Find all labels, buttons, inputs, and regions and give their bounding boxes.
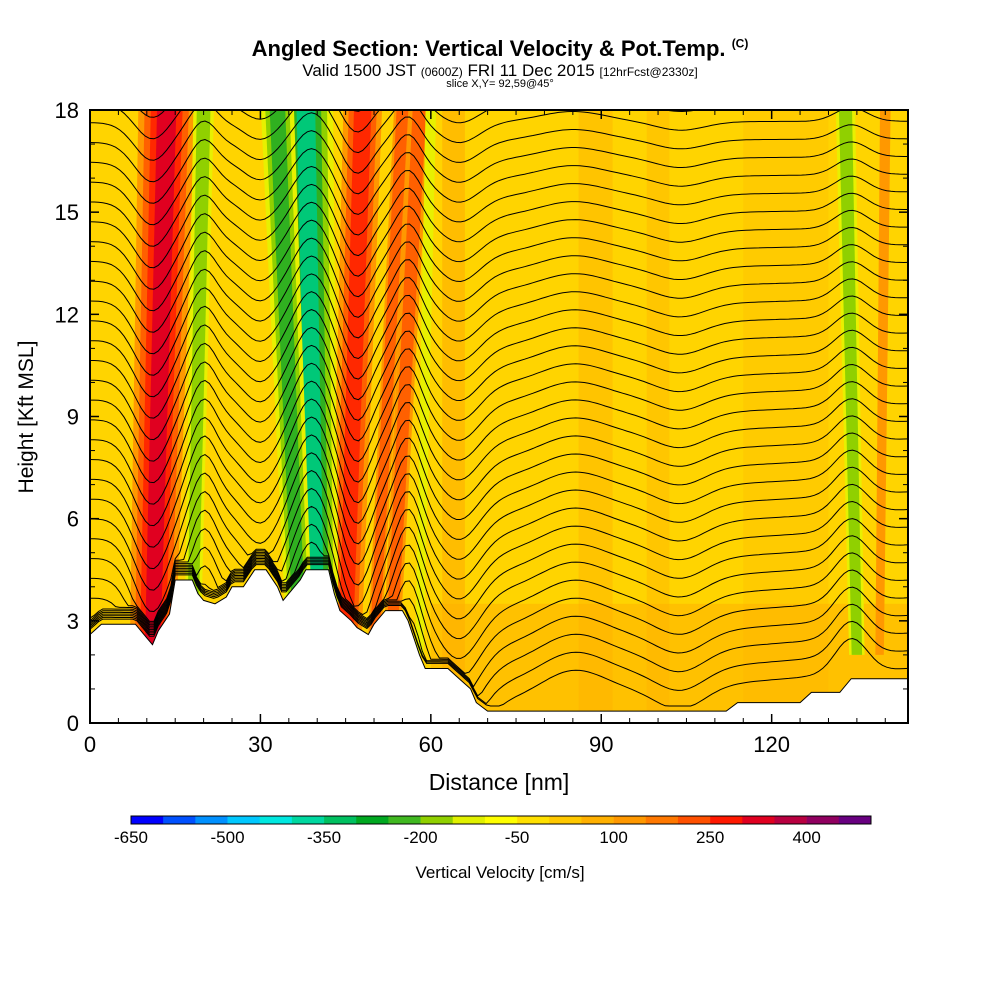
isentrope-line bbox=[90, 110, 908, 161]
downdraft-band bbox=[186, 110, 211, 655]
terrain-mask bbox=[90, 569, 908, 723]
isentrope-line bbox=[90, 535, 908, 640]
colorbar-swatch bbox=[324, 816, 357, 824]
colorbar-swatch bbox=[195, 816, 228, 824]
colorbar-swatch bbox=[549, 816, 582, 824]
isentrope-line bbox=[90, 564, 908, 707]
y-tick-label: 6 bbox=[67, 507, 79, 532]
isentrope-line bbox=[90, 466, 908, 613]
isentrope-line bbox=[90, 558, 908, 674]
isentrope-line bbox=[90, 552, 908, 659]
isentrope-line bbox=[90, 432, 908, 570]
chart-subtitle: Valid 1500 JST (0600Z) FRI 11 Dec 2015 [… bbox=[302, 61, 698, 80]
colorbar-swatch bbox=[227, 816, 260, 824]
colorbar-swatch bbox=[613, 816, 647, 824]
isentrope-line bbox=[90, 562, 908, 705]
isentrope-line bbox=[90, 398, 908, 527]
colorbar-label: Vertical Velocity [cm/s] bbox=[415, 863, 585, 882]
isentrope-line bbox=[90, 344, 908, 462]
y-tick-label: 15 bbox=[55, 200, 79, 225]
colorbar-swatch bbox=[452, 816, 486, 824]
potential-temperature-contours bbox=[90, 110, 908, 707]
isentrope-line bbox=[90, 148, 908, 226]
isentrope-line bbox=[90, 380, 908, 505]
colorbar-tick-label: -350 bbox=[307, 828, 341, 847]
isentrope-line bbox=[90, 112, 908, 183]
isentrope-line bbox=[90, 326, 908, 441]
x-tick-label: 0 bbox=[84, 732, 96, 757]
y-tick-label: 12 bbox=[55, 302, 79, 327]
updraft-band bbox=[144, 110, 177, 655]
colorbar-swatch bbox=[131, 816, 164, 824]
updraft-band bbox=[338, 110, 372, 655]
colorbar-swatch bbox=[677, 816, 711, 824]
colorbar-swatch bbox=[645, 816, 679, 824]
colorbar-tick-label: 250 bbox=[696, 828, 724, 847]
chart-title: Angled Section: Vertical Velocity & Pot.… bbox=[251, 36, 749, 61]
isentrope-line bbox=[90, 255, 908, 355]
isentrope-line bbox=[90, 273, 908, 376]
colorbar-swatch bbox=[774, 816, 807, 824]
isentrope-line bbox=[90, 201, 908, 290]
isentrope-line bbox=[90, 559, 908, 688]
colorbar-swatch bbox=[484, 816, 518, 824]
isentrope-line bbox=[90, 237, 908, 333]
isentrope-line bbox=[90, 415, 908, 548]
isentrope-line bbox=[90, 500, 908, 624]
colorbar-swatch bbox=[420, 816, 454, 824]
y-tick-label: 18 bbox=[55, 98, 79, 123]
updraft-band bbox=[385, 110, 427, 655]
updraft-band bbox=[875, 110, 891, 655]
colorbar-swatch bbox=[581, 816, 614, 824]
isentrope-line bbox=[139, 110, 364, 118]
colorbar: -650 -500 -350 -200 -50 100 250 400 bbox=[114, 815, 872, 847]
colorbar-swatch bbox=[388, 816, 421, 824]
x-tick-label: 120 bbox=[753, 732, 790, 757]
x-tick-label: 60 bbox=[419, 732, 443, 757]
colorbar-tick-label: -50 bbox=[505, 828, 530, 847]
colorbar-tick-label: -500 bbox=[211, 828, 245, 847]
colorbar-swatch bbox=[163, 816, 196, 824]
slice-note: slice X,Y= 92,59@45° bbox=[446, 78, 554, 90]
colorbar-swatch bbox=[291, 816, 325, 824]
isentrope-line bbox=[90, 291, 908, 398]
x-tick-label: 90 bbox=[589, 732, 613, 757]
colorbar-tick-label: -200 bbox=[404, 828, 438, 847]
y-axis: 0 3 6 9 12 15 18 bbox=[55, 98, 908, 736]
isentrope-line bbox=[90, 449, 908, 591]
x-tick-label: 30 bbox=[248, 732, 272, 757]
colorbar-frame bbox=[130, 815, 872, 825]
x-axis: 0 30 60 90 120 bbox=[84, 110, 886, 757]
y-tick-label: 0 bbox=[67, 711, 79, 736]
colorbar-tick-label: -650 bbox=[114, 828, 148, 847]
colorbar-swatch bbox=[517, 816, 550, 824]
isentrope-line bbox=[90, 561, 908, 697]
isentrope-line bbox=[90, 518, 908, 626]
isentrope-line bbox=[90, 183, 908, 269]
isentrope-line bbox=[90, 483, 908, 622]
downdraft-band bbox=[296, 110, 325, 655]
colorbar-tick-label: 100 bbox=[599, 828, 627, 847]
colorbar-swatch bbox=[356, 816, 389, 824]
colorbar-swatch bbox=[710, 816, 743, 824]
isentrope-line bbox=[90, 165, 908, 247]
isentrope-line bbox=[90, 362, 908, 484]
y-axis-label: Height [Kft MSL] bbox=[15, 341, 38, 494]
colorbar-swatch bbox=[806, 816, 840, 824]
field-zone bbox=[442, 110, 465, 723]
isentrope-line bbox=[90, 130, 908, 204]
colorbar-swatch bbox=[259, 816, 293, 824]
colorbar-tick-label: 400 bbox=[792, 828, 820, 847]
isentrope-line bbox=[90, 219, 908, 312]
colorbar-swatch bbox=[742, 816, 775, 824]
x-axis-label: Distance [nm] bbox=[429, 769, 570, 795]
isentrope-line bbox=[90, 309, 908, 419]
y-tick-label: 9 bbox=[67, 405, 79, 430]
y-tick-label: 3 bbox=[67, 609, 79, 634]
colorbar-swatch bbox=[838, 816, 872, 824]
